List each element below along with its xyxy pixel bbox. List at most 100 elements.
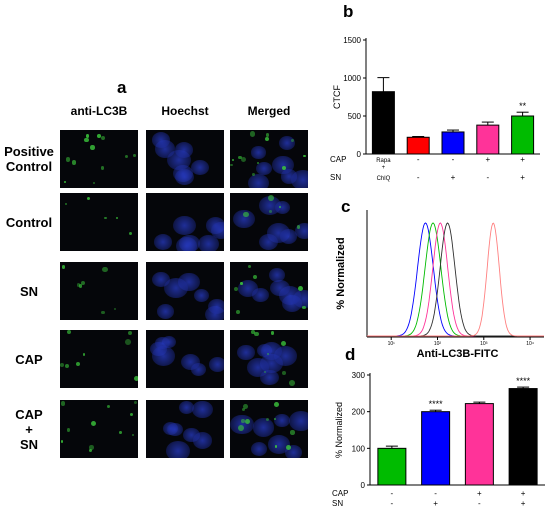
lc3b-puncta: [240, 282, 243, 285]
lc3b-puncta: [273, 417, 276, 421]
lc3b-puncta: [302, 305, 306, 310]
micrograph-tile: [60, 130, 138, 188]
nucleus-spot: [178, 401, 194, 415]
micrograph-tile: [60, 193, 138, 251]
lc3b-puncta: [233, 286, 239, 292]
lc3b-puncta: [66, 330, 71, 334]
x-tick-label: 10¹: [388, 341, 396, 345]
row-label-line: Control: [5, 214, 53, 230]
x-tick-label: 10³: [480, 341, 488, 345]
lc3b-puncta: [266, 352, 270, 356]
lc3b-puncta: [264, 136, 270, 142]
nucleus-spot: [279, 136, 296, 150]
row-label-line: CAP: [15, 406, 43, 422]
condition-value: -: [391, 499, 394, 508]
lc3b-puncta: [113, 307, 117, 311]
lc3b-puncta: [263, 370, 266, 374]
lc3b-puncta: [115, 217, 118, 220]
bar: [406, 136, 430, 155]
lc3b-puncta: [82, 353, 85, 356]
nucleus-spot: [190, 159, 210, 176]
condition-value: -: [417, 173, 420, 182]
bar: [371, 91, 395, 155]
lc3b-puncta: [297, 225, 301, 229]
lc3b-puncta: [97, 134, 102, 138]
condition-value: +: [520, 173, 525, 182]
bar: [464, 403, 494, 486]
lc3b-puncta: [252, 275, 257, 280]
lc3b-puncta: [281, 371, 286, 376]
nucleus-spot: [151, 132, 171, 148]
lc3b-puncta: [65, 203, 68, 206]
y-tick-label: 500: [348, 112, 362, 121]
significance-mark: ****: [429, 399, 444, 409]
bar: [476, 124, 500, 155]
lc3b-puncta: [240, 156, 247, 163]
lc3b-puncta: [92, 181, 96, 185]
nucleus-spot: [192, 431, 213, 449]
nucleus-spot: [274, 413, 291, 427]
nucleus-spot: [167, 423, 183, 437]
micrograph-tile: [230, 400, 308, 458]
significance-mark: ****: [516, 376, 531, 386]
nucleus-spot: [173, 215, 197, 236]
panel-label-b: b: [343, 2, 354, 21]
lc3b-puncta: [133, 400, 138, 404]
lc3b-puncta: [253, 331, 259, 337]
lc3b-puncta: [101, 136, 106, 141]
condition-value: +: [477, 489, 482, 498]
condition-label: SN: [332, 499, 343, 508]
column-header-anti-lc3b: anti-LC3B: [70, 104, 128, 118]
lc3b-puncta: [75, 361, 81, 366]
condition-value: +: [485, 155, 490, 164]
lc3b-puncta: [281, 340, 287, 346]
lc3b-puncta: [124, 339, 131, 345]
condition-value: -: [478, 499, 481, 508]
row-label-line: CAP: [15, 351, 43, 367]
micrograph-tile: [146, 330, 224, 388]
flow-histogram: % Normalized 10¹ 10² 10³ 10⁴: [335, 210, 544, 345]
nucleus-spot: [250, 442, 268, 457]
condition-value: -: [434, 489, 437, 498]
lc3b-puncta: [60, 400, 66, 406]
lc3b-puncta: [65, 156, 71, 162]
lc3b-puncta: [60, 440, 64, 443]
micrograph-tile: [230, 130, 308, 188]
lc3b-puncta: [268, 194, 274, 201]
lc3b-puncta: [104, 216, 107, 219]
lc3b-puncta: [132, 433, 135, 436]
nucleus-spot: [153, 234, 173, 250]
lc3b-puncta: [71, 160, 77, 165]
lc3b-puncta: [281, 165, 287, 171]
row-label: Control: [0, 215, 58, 230]
y-tick-label: 1000: [343, 74, 361, 83]
lc3b-puncta: [85, 134, 90, 138]
condition-value: +: [451, 173, 456, 182]
nucleus-spot: [233, 209, 255, 228]
lc3b-puncta: [242, 408, 246, 411]
y-axis-label: % Normalized: [334, 402, 344, 458]
nucleus-spot: [166, 440, 190, 458]
column-header-hoechst: Hoechst: [161, 104, 209, 118]
condition-value: +: [521, 499, 526, 508]
micrograph-tile: [230, 262, 308, 320]
lc3b-puncta: [291, 139, 295, 142]
nucleus-spot: [151, 346, 176, 367]
lc3b-puncta: [88, 448, 92, 453]
significance-mark: **: [519, 101, 527, 111]
lc3b-puncta: [290, 430, 295, 435]
nucleus-spot: [176, 237, 198, 251]
column-header-merged: Merged: [247, 104, 291, 118]
x-tick-label: 10⁴: [526, 341, 534, 345]
condition-value: +: [433, 499, 438, 508]
lc3b-puncta: [133, 375, 138, 382]
lc3b-puncta: [125, 155, 129, 159]
condition-value: Rapa: [376, 158, 391, 164]
lc3b-puncta: [256, 161, 259, 164]
lc3b-puncta: [238, 425, 245, 432]
micrograph-tile: [60, 400, 138, 458]
lc3b-puncta: [285, 445, 291, 451]
lc3b-puncta: [231, 159, 234, 162]
lc3b-puncta: [60, 363, 65, 368]
lc3b-puncta: [278, 205, 282, 209]
